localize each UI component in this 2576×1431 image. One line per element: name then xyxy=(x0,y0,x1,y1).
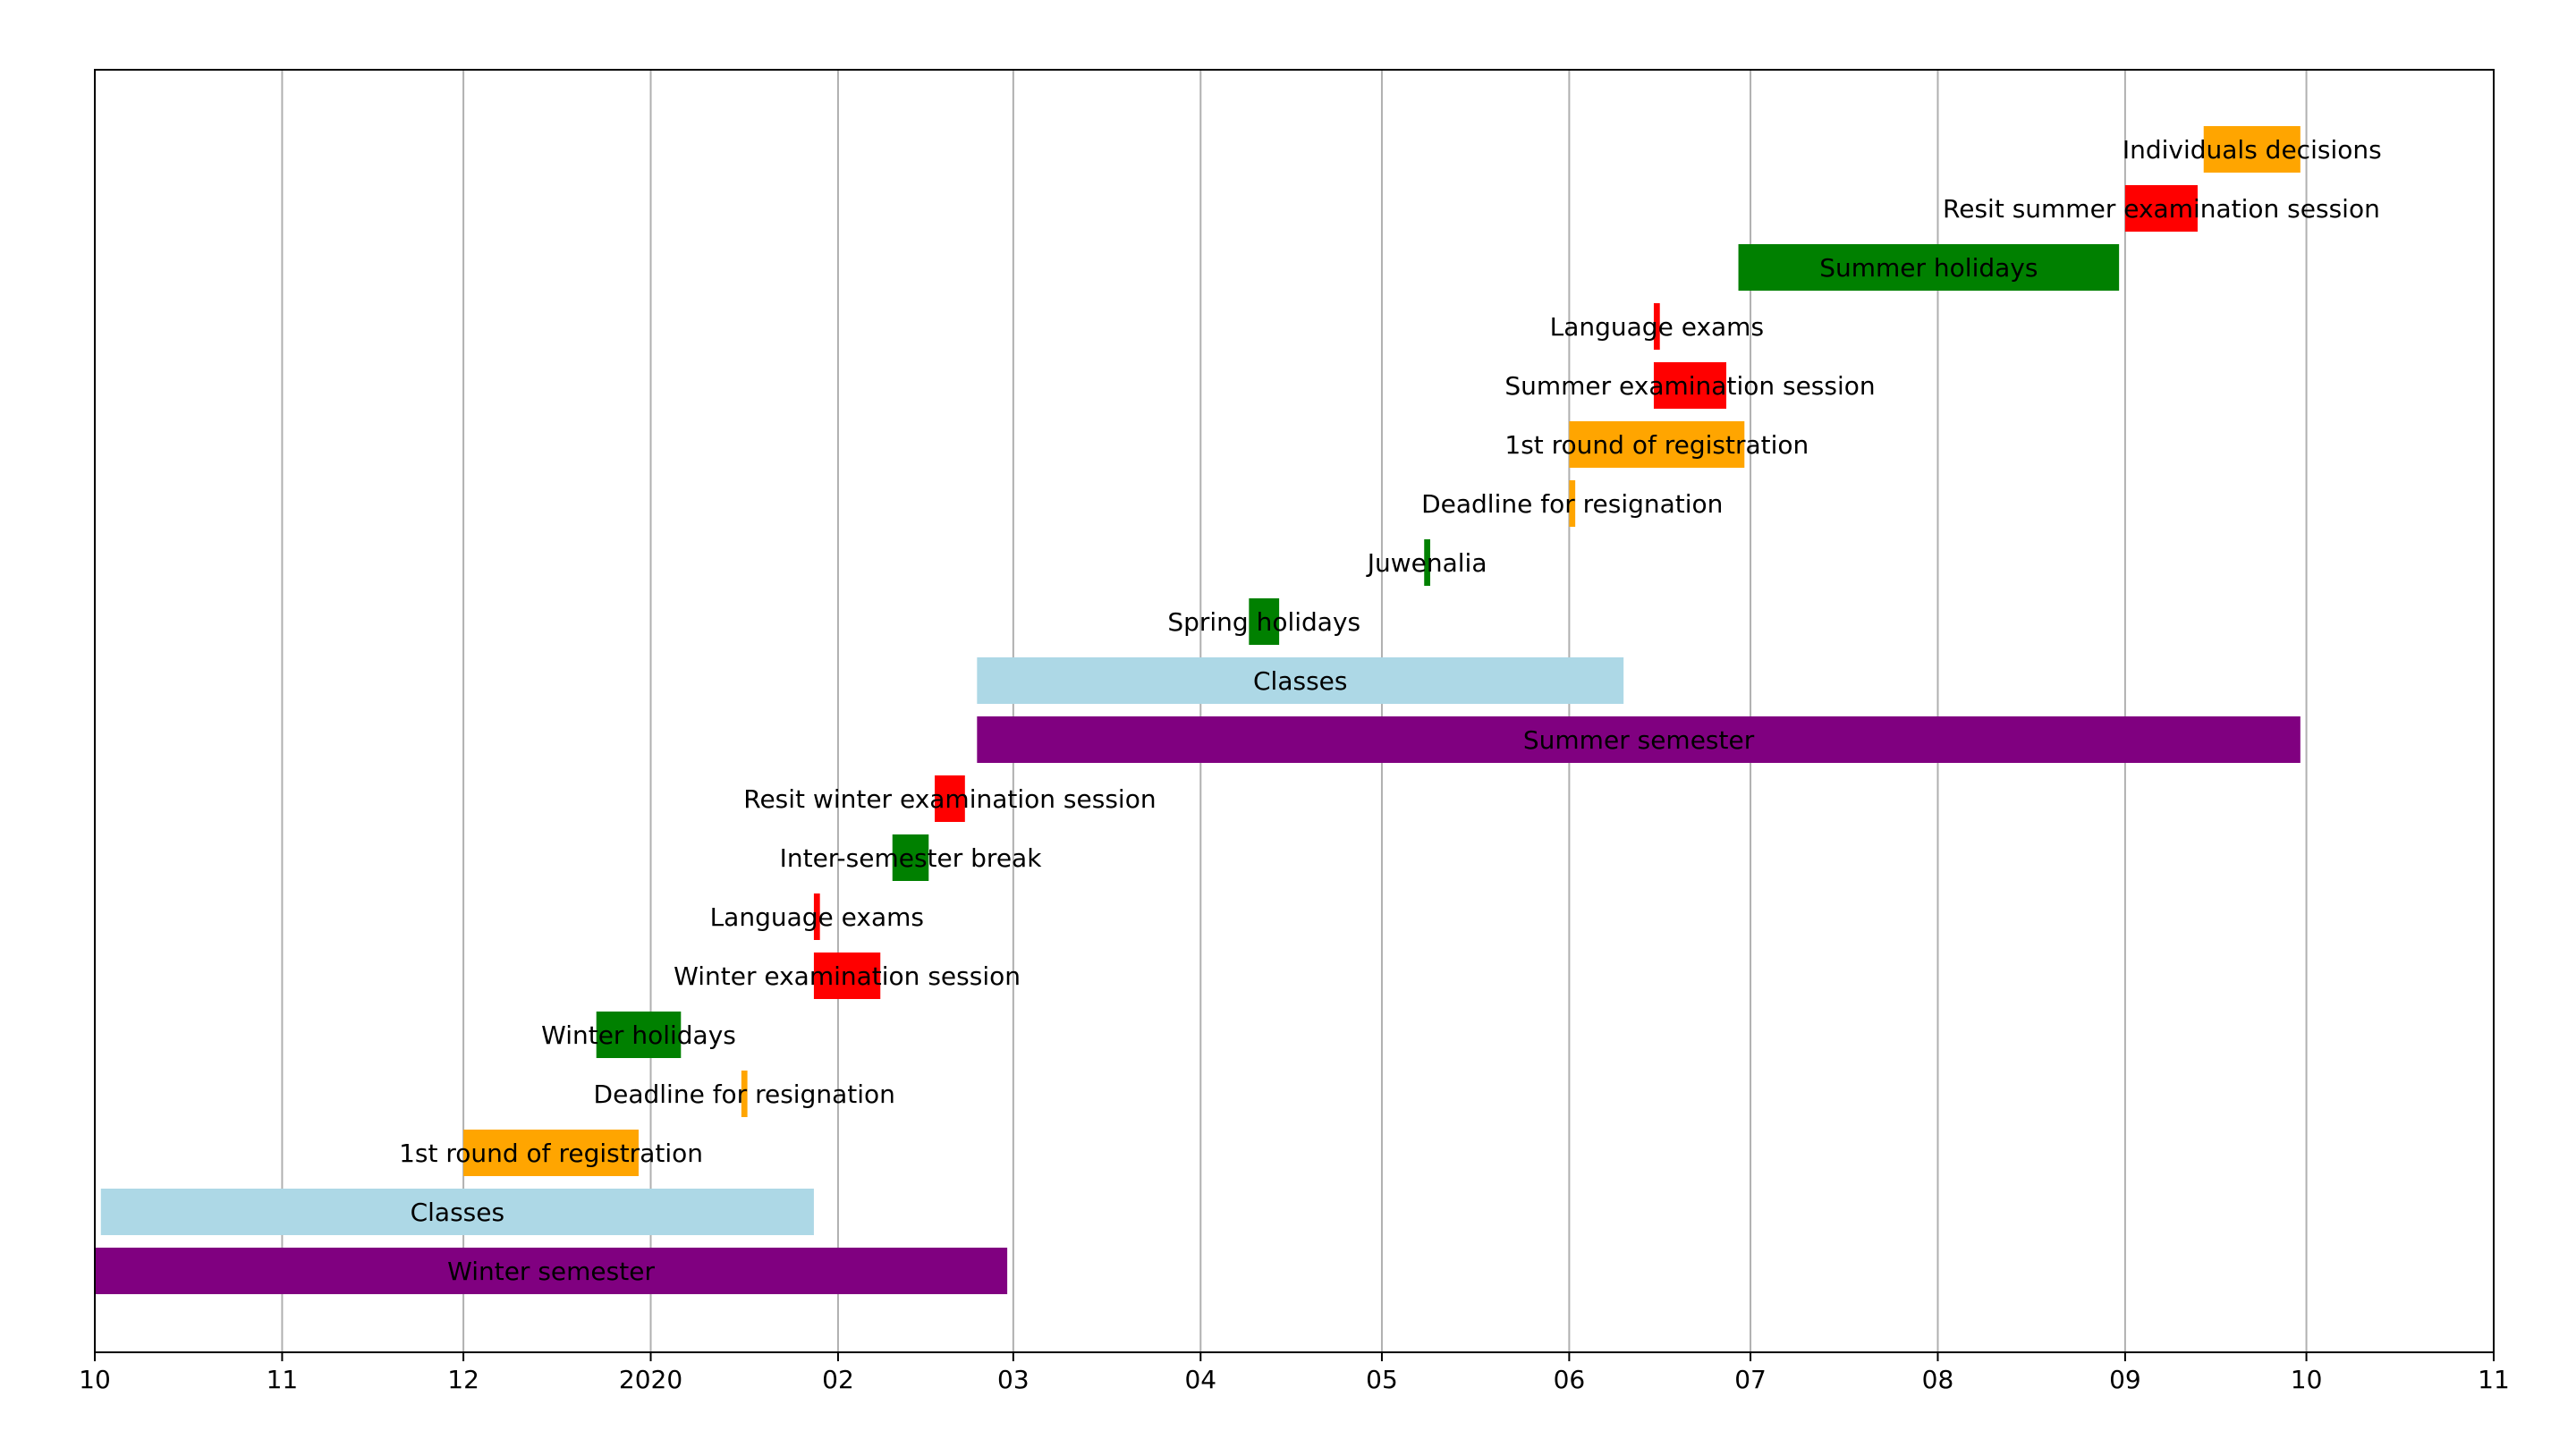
task-label: Resit summer examination session xyxy=(1943,194,2380,224)
task-label: Resit winter examination session xyxy=(743,784,1156,814)
task-labels: Winter semester Classes 1st round of regis… xyxy=(399,135,2382,1286)
task-label: 1st round of registration xyxy=(399,1139,703,1168)
task-bar xyxy=(892,834,929,881)
task-bar xyxy=(741,1071,748,1117)
task-bar xyxy=(1653,362,1727,409)
plot-frame xyxy=(94,69,2495,1353)
task-bar xyxy=(977,657,1624,704)
task-label: Classes xyxy=(411,1198,504,1227)
tick-label: 04 xyxy=(1184,1365,1216,1394)
task-label: Spring holidays xyxy=(1167,607,1360,637)
task-bar xyxy=(463,1130,640,1176)
tick-label: 10 xyxy=(79,1365,111,1394)
task-label: Juwenalia xyxy=(1366,548,1487,578)
task-label: Deadline for resignation xyxy=(1421,489,1723,519)
tick-label: 07 xyxy=(1734,1365,1767,1394)
task-bar xyxy=(1653,303,1660,350)
task-label: Summer semester xyxy=(1523,725,1755,755)
task-label: Summer examination session xyxy=(1504,371,1875,401)
task-bar xyxy=(1738,244,2120,291)
task-bar xyxy=(1569,480,1576,527)
task-bar xyxy=(95,1248,1008,1294)
task-label: Winter semester xyxy=(447,1257,655,1286)
tick-label: 08 xyxy=(1922,1365,1954,1394)
task-label: Classes xyxy=(1253,666,1347,696)
task-label: Summer holidays xyxy=(1819,253,2038,283)
task-label: Winter examination session xyxy=(674,961,1021,991)
task-bars xyxy=(95,126,2301,1294)
tick-label: 11 xyxy=(267,1365,299,1394)
task-bar xyxy=(1569,421,1745,468)
task-label: 1st round of registration xyxy=(1504,430,1809,460)
task-label: Inter-semester break xyxy=(780,843,1043,873)
task-label: Winter holidays xyxy=(541,1020,736,1050)
task-bar xyxy=(813,953,881,999)
tick-label: 11 xyxy=(2478,1365,2510,1394)
tick-label: 09 xyxy=(2109,1365,2141,1394)
task-label: Deadline for resignation xyxy=(594,1080,895,1109)
task-label: Language exams xyxy=(710,902,924,932)
tick-label: 12 xyxy=(447,1365,479,1394)
x-axis-ticks: 10 11 12 2020 02 03 04 05 06 07 08 09 10 11 xyxy=(79,1352,2510,1394)
task-bar xyxy=(100,1189,814,1235)
task-bar xyxy=(1249,598,1280,645)
task-label: Language exams xyxy=(1550,312,1764,342)
task-bar xyxy=(977,716,2301,763)
tick-label: 10 xyxy=(2291,1365,2323,1394)
tick-label: 02 xyxy=(822,1365,854,1394)
task-bar xyxy=(2203,126,2301,173)
tick-label: 2020 xyxy=(619,1365,682,1394)
tick-label: 06 xyxy=(1554,1365,1586,1394)
tick-label: 05 xyxy=(1366,1365,1398,1394)
tick-label: 03 xyxy=(997,1365,1030,1394)
task-bar xyxy=(1424,539,1431,586)
task-bar xyxy=(935,775,965,822)
task-label: Individuals decisions xyxy=(2123,135,2382,165)
task-bar xyxy=(813,893,820,940)
task-bar xyxy=(2124,185,2198,232)
task-bar xyxy=(596,1012,682,1058)
